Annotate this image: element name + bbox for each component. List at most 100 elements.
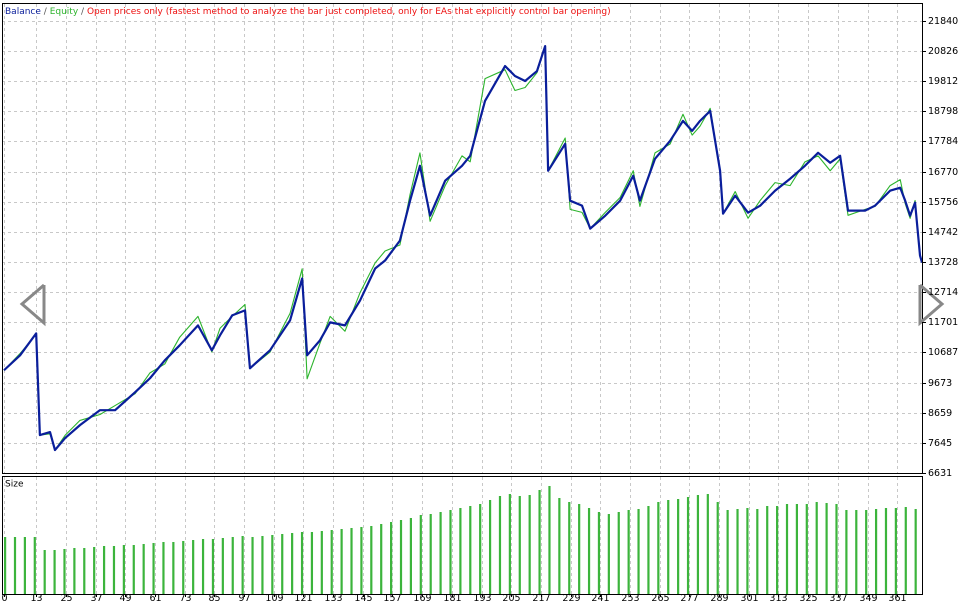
y-tick-label: 7645	[928, 438, 952, 449]
size-bar	[855, 510, 858, 594]
y-tick-label: 20826	[928, 46, 958, 57]
x-tick-label: 181	[443, 593, 461, 603]
size-bar	[399, 520, 403, 594]
size-bar	[43, 550, 46, 594]
size-bar	[370, 526, 373, 594]
size-bar	[439, 512, 442, 594]
prev-arrow[interactable]	[19, 283, 46, 327]
size-bar	[132, 545, 135, 594]
size-bar	[587, 508, 591, 594]
size-bar	[815, 502, 818, 594]
x-tick-label: 337	[829, 593, 847, 603]
y-tick-label: 9673	[928, 378, 952, 389]
size-bar	[63, 549, 66, 594]
mode-note: Open prices only (fastest method to anal…	[87, 7, 611, 17]
main-panel-frame	[2, 3, 923, 474]
size-bar	[667, 500, 670, 594]
x-tick-label: 37	[90, 593, 102, 603]
x-tick-label: 361	[888, 593, 906, 603]
x-tick-label: 109	[265, 593, 283, 603]
x-tick-label: 349	[859, 593, 877, 603]
size-bar	[785, 504, 789, 594]
y-tick-label: 6631	[928, 468, 952, 479]
y-tick-label: 17784	[928, 136, 958, 147]
size-bar	[627, 510, 630, 594]
size-bar	[291, 533, 294, 594]
size-bar	[548, 486, 551, 594]
size-bar	[795, 504, 799, 594]
size-bar	[845, 510, 848, 594]
x-tick-label: 85	[208, 593, 220, 603]
size-bar	[172, 542, 175, 594]
size-bar	[221, 538, 224, 594]
size-bar	[33, 537, 36, 594]
size-bar	[607, 514, 610, 594]
x-tick-label: 25	[60, 593, 72, 603]
size-bar	[53, 550, 56, 594]
size-bar	[102, 546, 106, 594]
size-bar	[409, 518, 413, 594]
size-bar	[459, 508, 462, 594]
size-bar	[360, 527, 363, 594]
size-bar	[835, 504, 838, 594]
size-bar	[706, 494, 709, 594]
x-tick-label: 145	[354, 593, 372, 603]
size-bar	[657, 502, 660, 594]
separator: /	[44, 7, 48, 17]
size-bar	[251, 537, 254, 594]
size-bar	[894, 508, 897, 594]
size-bar	[568, 502, 571, 594]
size-bar	[726, 510, 729, 594]
x-tick-label: 289	[710, 593, 728, 603]
size-bar	[13, 537, 17, 594]
size-bar	[340, 529, 343, 594]
size-bar	[241, 536, 244, 594]
size-bar	[390, 522, 393, 594]
x-tick-label: 73	[179, 593, 191, 603]
next-arrow[interactable]	[918, 283, 945, 327]
size-bar	[617, 512, 620, 594]
size-bar	[350, 528, 353, 594]
y-tick-label: 12714	[928, 287, 958, 298]
size-bar	[380, 524, 383, 594]
x-tick-label: 49	[119, 593, 131, 603]
line-equity	[3, 45, 923, 451]
size-bar	[904, 507, 907, 594]
x-tick-label: 325	[799, 593, 817, 603]
x-tick-label: 169	[413, 593, 431, 603]
x-tick-label: 121	[294, 593, 312, 603]
x-tick-label: 0	[1, 593, 7, 603]
size-bar	[508, 494, 511, 594]
size-bar	[122, 545, 125, 594]
size-bar	[498, 496, 502, 594]
x-tick-label: 301	[740, 593, 758, 603]
y-tick-label: 11701	[928, 317, 958, 328]
size-bar	[884, 508, 888, 594]
size-panel-frame	[2, 476, 923, 595]
size-bar	[746, 508, 749, 594]
size-bar	[320, 531, 323, 594]
size-bar	[162, 542, 165, 594]
size-bar	[271, 535, 274, 594]
x-tick-label: 157	[383, 593, 401, 603]
size-bar	[528, 495, 531, 594]
size-bar	[469, 506, 472, 594]
size-bar	[538, 490, 541, 594]
x-tick-label: 265	[651, 593, 669, 603]
size-bar	[874, 509, 878, 594]
y-tick-label: 21840	[928, 16, 958, 27]
size-bar	[677, 499, 680, 594]
x-tick-label: 133	[324, 593, 342, 603]
size-bar	[112, 546, 116, 594]
x-tick-label: 97	[238, 593, 250, 603]
size-bar	[73, 548, 76, 594]
size-bar	[914, 509, 917, 594]
size-bar	[449, 510, 452, 594]
size-bar	[93, 547, 96, 594]
size-bar	[330, 530, 333, 594]
size-bar	[766, 506, 769, 594]
legend: Balance / Equity / Open prices only (fas…	[5, 7, 611, 17]
x-tick-label: 313	[769, 593, 787, 603]
size-label: Size	[5, 480, 24, 490]
